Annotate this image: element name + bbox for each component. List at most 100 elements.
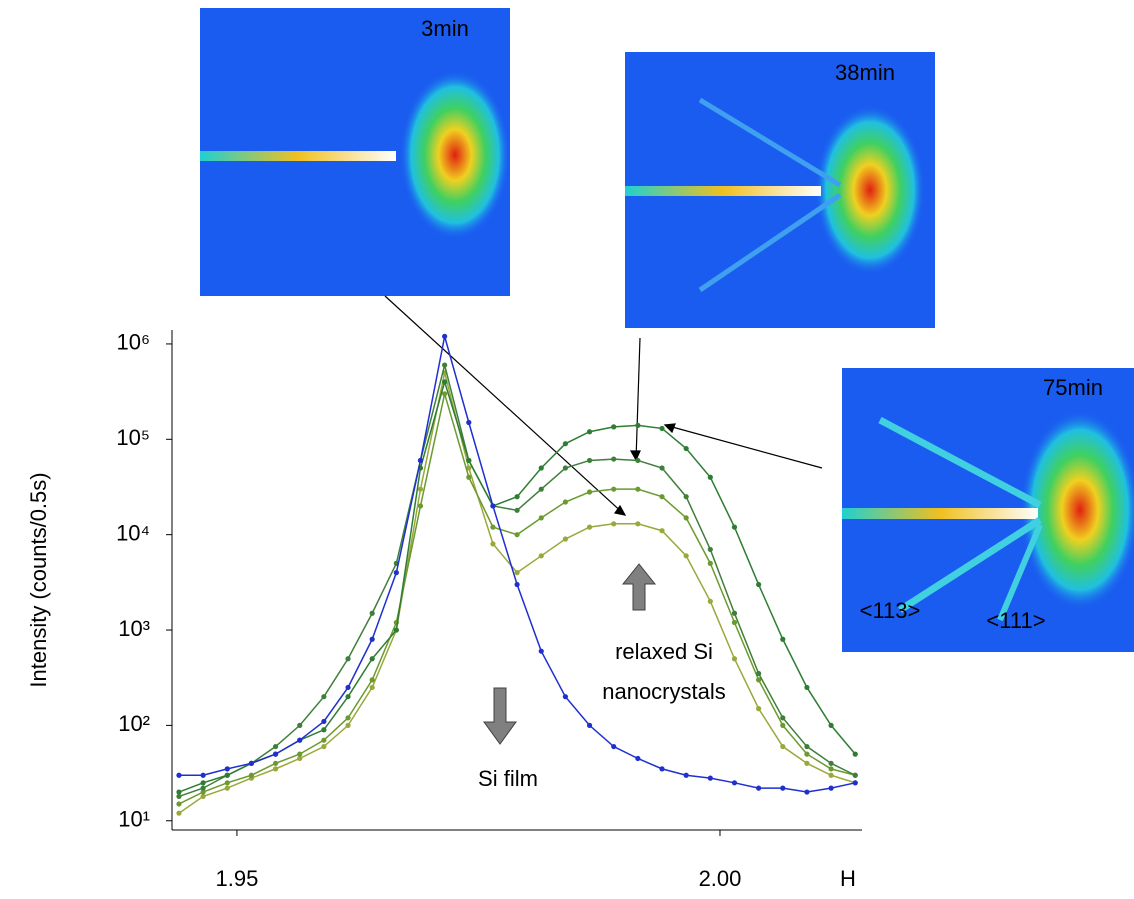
- data-point: [514, 507, 520, 513]
- series-line: [178, 364, 856, 798]
- data-point: [466, 419, 472, 426]
- data-point: [635, 422, 641, 428]
- data-point: [659, 465, 665, 471]
- data-point: [490, 503, 496, 509]
- x-axis-label: H: [840, 866, 856, 891]
- data-point: [321, 694, 327, 700]
- data-point: [780, 715, 786, 721]
- data-point: [393, 570, 399, 576]
- data-point: [562, 465, 569, 471]
- data-point: [224, 780, 230, 786]
- data-point: [393, 627, 399, 633]
- y-tick-label: 10¹: [118, 807, 150, 832]
- data-point: [490, 541, 496, 547]
- data-point: [707, 474, 713, 480]
- data-point: [731, 780, 738, 786]
- data-point: [514, 581, 520, 588]
- data-point: [707, 775, 713, 781]
- data-point: [200, 780, 206, 786]
- data-point: [176, 793, 182, 800]
- data-point: [224, 766, 230, 772]
- data-point: [369, 656, 375, 662]
- data-point: [707, 598, 713, 604]
- data-point: [538, 553, 544, 559]
- y-tick-label: 10³: [118, 616, 150, 641]
- data-point: [369, 684, 375, 691]
- x-tick-label: 2.00: [699, 866, 742, 891]
- data-point: [272, 760, 279, 766]
- data-point: [345, 715, 351, 721]
- data-point: [586, 722, 593, 728]
- data-point: [417, 457, 424, 464]
- data-point: [780, 722, 786, 728]
- data-point: [852, 772, 858, 778]
- data-point: [538, 465, 544, 471]
- data-point: [804, 760, 810, 766]
- data-point: [490, 524, 496, 530]
- data-point: [442, 362, 448, 368]
- data-point: [611, 521, 617, 527]
- data-point: [562, 694, 569, 700]
- y-tick-label: 10⁵: [116, 425, 150, 450]
- data-point: [683, 515, 689, 521]
- data-point: [804, 684, 810, 691]
- y-tick-label: 10²: [118, 711, 150, 736]
- annotation: 75min: [1043, 375, 1103, 400]
- annotation: <113>: [860, 598, 921, 623]
- data-point: [586, 489, 593, 495]
- data-point: [200, 789, 206, 795]
- annotation: 3min: [421, 16, 469, 41]
- data-point: [635, 755, 641, 762]
- y-tick-label: 10⁶: [116, 330, 150, 355]
- data-point: [297, 737, 303, 743]
- data-point: [828, 722, 834, 728]
- data-point: [442, 379, 448, 385]
- data-point: [707, 546, 713, 553]
- data-point: [272, 751, 279, 757]
- x-tick-label: 1.95: [216, 866, 259, 891]
- data-point: [731, 610, 738, 616]
- data-point: [804, 789, 810, 795]
- y-axis-label: Intensity (counts/0.5s): [26, 472, 51, 687]
- data-point: [780, 636, 786, 642]
- data-point: [804, 743, 810, 750]
- data-point: [176, 810, 182, 816]
- data-point: [635, 457, 641, 464]
- data-point: [442, 391, 448, 397]
- data-point: [828, 772, 834, 778]
- data-point: [369, 610, 375, 616]
- data-point: [659, 425, 665, 432]
- data-point: [586, 457, 593, 464]
- data-point: [586, 524, 593, 530]
- data-point: [248, 772, 255, 778]
- data-point: [562, 441, 569, 447]
- data-point: [176, 801, 182, 807]
- data-point: [683, 494, 689, 500]
- data-point: [756, 706, 762, 712]
- data-point: [707, 560, 713, 566]
- data-point: [514, 532, 520, 538]
- data-point: [321, 727, 327, 733]
- data-point: [466, 457, 472, 464]
- data-point: [756, 670, 762, 677]
- data-point: [200, 772, 206, 778]
- data-point: [756, 677, 762, 683]
- data-point: [611, 743, 617, 750]
- data-point: [659, 766, 665, 772]
- data-point: [611, 486, 617, 492]
- data-point: [345, 656, 351, 662]
- data-point: [297, 755, 303, 762]
- data-point: [756, 785, 762, 791]
- inset-38min: [625, 52, 935, 328]
- data-point: [852, 751, 858, 757]
- leader-lines: [384, 295, 823, 516]
- annotation: Si film: [478, 766, 538, 791]
- data-point: [466, 465, 472, 471]
- annotation: nanocrystals: [602, 679, 726, 704]
- data-point: [804, 751, 810, 757]
- inset-75min: [842, 368, 1134, 652]
- data-point: [176, 789, 182, 795]
- data-point: [224, 772, 230, 778]
- data-point: [731, 656, 738, 662]
- data-point: [417, 486, 424, 492]
